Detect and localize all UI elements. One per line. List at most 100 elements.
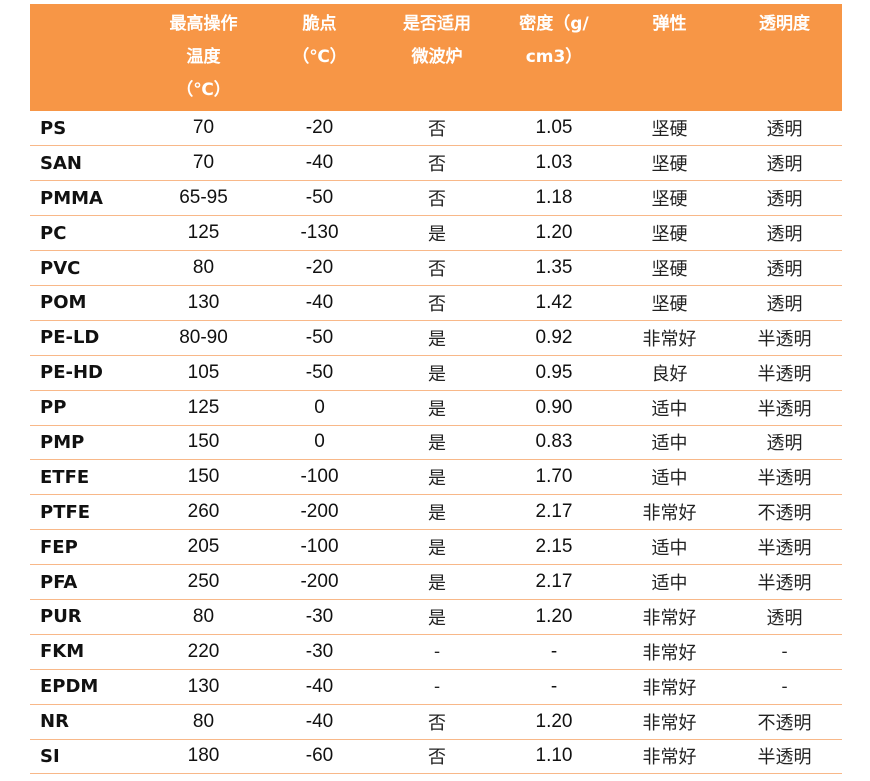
transparency-cell: 透明 [727, 285, 842, 321]
brittle-point-cell: 0 [261, 425, 378, 461]
elasticity-cell: 适中 [612, 425, 727, 461]
transparency-cell: - [727, 669, 842, 705]
transparency-cell: 透明 [727, 215, 842, 252]
transparency-cell: 透明 [727, 180, 842, 217]
transparency-cell: 半透明 [727, 390, 842, 426]
table-row: PMP 150 0 是 0.83 适中 透明 [30, 425, 842, 461]
microwave-cell: 是 [378, 425, 496, 461]
density-cell: 2.15 [496, 529, 612, 566]
transparency-cell: 透明 [727, 111, 842, 147]
max-temp-cell: 180 [146, 739, 261, 775]
material-name: PS [30, 111, 146, 147]
brittle-point-cell: -20 [261, 111, 378, 147]
table-row: ETFE 150 -100 是 1.70 适中 半透明 [30, 459, 842, 496]
density-cell: 1.05 [496, 111, 612, 147]
transparency-cell: 半透明 [727, 320, 842, 356]
max-temp-cell: 150 [146, 459, 261, 496]
brittle-point-cell: -200 [261, 494, 378, 531]
microwave-cell: 是 [378, 564, 496, 600]
max-temp-cell: 70 [146, 111, 261, 147]
table-row: FEP 205 -100 是 2.15 适中 半透明 [30, 529, 842, 566]
table-row: PE-HD 105 -50 是 0.95 良好 半透明 [30, 355, 842, 391]
microwave-cell: 是 [378, 215, 496, 252]
transparency-cell: 不透明 [727, 704, 842, 740]
transparency-cell: 透明 [727, 145, 842, 182]
table-row: SAN 70 -40 否 1.03 坚硬 透明 [30, 145, 842, 182]
microwave-cell: 否 [378, 250, 496, 286]
header-line: cm3） [525, 47, 583, 67]
microwave-cell: 否 [378, 180, 496, 217]
brittle-point-cell: -200 [261, 564, 378, 600]
materials-table-container: 最高操作 温度 （℃） 脆点 （℃） 是否适用 微波炉 密度（g/cm3） 弹性 透明度 PS 70… [30, 4, 842, 775]
max-temp-cell: 250 [146, 564, 261, 600]
brittle-point-cell: -50 [261, 355, 378, 391]
material-name: PVC [30, 250, 146, 286]
material-name: SI [30, 739, 146, 775]
material-name: POM [30, 285, 146, 321]
microwave-cell: - [378, 634, 496, 670]
material-name: NR [30, 704, 146, 740]
table-row: PP 125 0 是 0.90 适中 半透明 [30, 390, 842, 426]
microwave-cell: 否 [378, 704, 496, 740]
density-cell: 0.92 [496, 320, 612, 356]
density-cell: 1.42 [496, 285, 612, 321]
brittle-point-cell: -50 [261, 180, 378, 217]
brittle-point-cell: -100 [261, 529, 378, 566]
elasticity-cell: 非常好 [612, 599, 727, 635]
elasticity-cell: 适中 [612, 529, 727, 566]
microwave-header: 是否适用 微波炉 [378, 4, 496, 111]
density-cell: 1.03 [496, 145, 612, 182]
brittle-point-cell: -100 [261, 459, 378, 496]
table-row: NR 80 -40 否 1.20 非常好 不透明 [30, 704, 842, 740]
brittle-point-cell: -60 [261, 739, 378, 775]
brittle-point-cell: -30 [261, 599, 378, 635]
header-line: 透明度 [759, 14, 810, 34]
density-cell: 2.17 [496, 494, 612, 531]
elasticity-cell: 非常好 [612, 704, 727, 740]
table-row: PUR 80 -30 是 1.20 非常好 透明 [30, 599, 842, 635]
density-cell: 1.20 [496, 215, 612, 252]
elasticity-cell: 坚硬 [612, 180, 727, 217]
table-header-row: 最高操作 温度 （℃） 脆点 （℃） 是否适用 微波炉 密度（g/cm3） 弹性 透明度 [30, 4, 842, 111]
table-row: PC 125 -130 是 1.20 坚硬 透明 [30, 215, 842, 252]
density-cell: - [496, 634, 612, 670]
material-name: PMP [30, 425, 146, 461]
material-name: FEP [30, 529, 146, 566]
elasticity-cell: 坚硬 [612, 215, 727, 252]
elasticity-cell: 良好 [612, 355, 727, 391]
header-line: 弹性 [652, 14, 687, 34]
brittle-point-cell: -40 [261, 285, 378, 321]
material-name: PE-LD [30, 320, 146, 356]
microwave-cell: 否 [378, 145, 496, 182]
brittle-point-cell: -30 [261, 634, 378, 670]
transparency-cell: 不透明 [727, 494, 842, 531]
material-name: PC [30, 215, 146, 252]
material-name: PUR [30, 599, 146, 635]
table-row: POM 130 -40 否 1.42 坚硬 透明 [30, 285, 842, 321]
elasticity-cell: 适中 [612, 459, 727, 496]
max-temp-cell: 70 [146, 145, 261, 182]
density-cell: 0.95 [496, 355, 612, 391]
density-header: 密度（g/cm3） [496, 4, 612, 111]
max-temp-cell: 220 [146, 634, 261, 670]
max-temp-cell: 80 [146, 599, 261, 635]
density-cell: 1.18 [496, 180, 612, 217]
density-cell: - [496, 669, 612, 705]
transparency-cell: 透明 [727, 425, 842, 461]
material-header [30, 4, 146, 111]
max-temp-cell: 130 [146, 285, 261, 321]
density-cell: 1.20 [496, 704, 612, 740]
microwave-cell: 是 [378, 459, 496, 496]
brittle-point-cell: 0 [261, 390, 378, 426]
microwave-cell: 是 [378, 494, 496, 531]
brittle-point-cell: -20 [261, 250, 378, 286]
table-row: PFA 250 -200 是 2.17 适中 半透明 [30, 564, 842, 600]
elasticity-cell: 坚硬 [612, 111, 727, 147]
brittle-point-cell: -130 [261, 215, 378, 252]
max-temp-cell: 80-90 [146, 320, 261, 356]
table-row: PE-LD 80-90 -50 是 0.92 非常好 半透明 [30, 320, 842, 356]
max-temp-cell: 130 [146, 669, 261, 705]
header-line: 是否适用 [403, 14, 471, 34]
material-name: PTFE [30, 494, 146, 531]
max-temp-cell: 105 [146, 355, 261, 391]
